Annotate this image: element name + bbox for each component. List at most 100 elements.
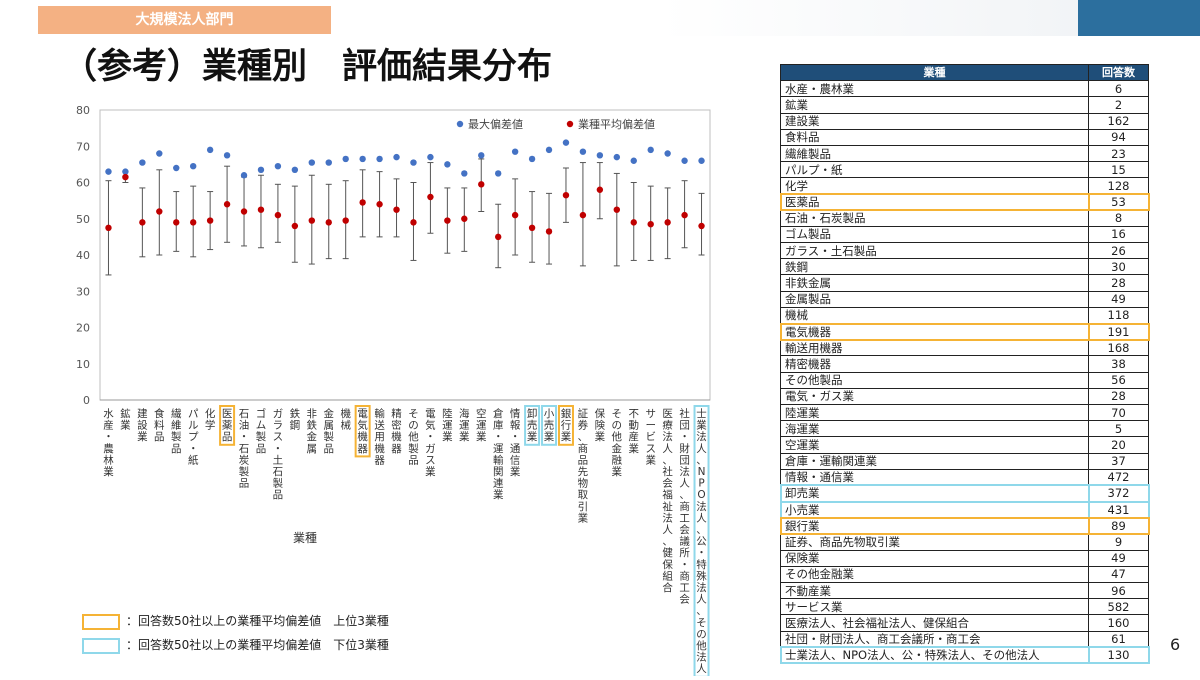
bottom3-highlight-box <box>524 405 541 446</box>
x-category-label: 銀行業 <box>561 407 572 443</box>
x-category-label: 鉄鋼 <box>290 407 301 432</box>
table-row: 陸運業 70 <box>780 403 1149 422</box>
table-row: 情報・通信業 472 <box>780 468 1149 486</box>
max-deviation-point <box>359 155 366 163</box>
table-row: その他金融業 47 <box>780 565 1149 584</box>
x-category-label: 石油・石炭製品 <box>239 408 250 490</box>
table-cell-industry: 鉄鋼 <box>780 258 1089 276</box>
response-count-table: 業種 回答数 水産・農林業 6 鉱業 2 建設業 162 食料品 94 繊維製品 23 パルプ・紙 1… <box>779 63 1150 665</box>
x-category-label: 保険業 <box>595 407 606 443</box>
avg-deviation-point <box>291 222 299 230</box>
table-row: 電気機器 191 <box>779 322 1150 341</box>
table-row: 士業法人、NPO法人、公・特殊法人、その他法人 130 <box>779 646 1150 665</box>
max-deviation-point <box>579 148 587 155</box>
max-deviation-point <box>291 166 299 174</box>
legend-note-bottom3-text: ：回答数50社以上の業種平均偏差値 下位3業種 <box>126 638 389 652</box>
table-row: 鉱業 2 <box>780 96 1149 114</box>
x-category-label: 空運業 <box>476 407 487 443</box>
max-deviation-point <box>545 146 553 154</box>
max-deviation-point <box>139 159 146 166</box>
table-row: 建設業 162 <box>780 112 1149 130</box>
table-row: 非鉄金属 28 <box>780 274 1149 292</box>
x-category-label: 小売業 <box>544 408 555 443</box>
max-deviation-point <box>494 170 502 177</box>
table-row: 小売業 431 <box>779 500 1150 519</box>
orange-box-swatch <box>82 613 120 630</box>
table-cell-industry: 輸送用機器 <box>780 339 1089 357</box>
table-cell-industry: 鉱業 <box>780 96 1089 114</box>
avg-deviation-point <box>444 217 451 224</box>
top3-highlight-box <box>557 405 574 446</box>
table-cell-count: 5 <box>1088 420 1149 438</box>
x-category-label: 証券、商品先物取引業 <box>578 407 589 524</box>
x-category-label: 医療法人、社会福祉法人、健保組合 <box>662 408 673 594</box>
plot-border <box>99 109 711 401</box>
avg-deviation-point <box>105 224 112 232</box>
max-deviation-point <box>240 172 248 179</box>
x-category-label: ガラス・土石製品 <box>273 408 284 501</box>
avg-deviation-point <box>122 173 129 181</box>
table-row: 鉄鋼 30 <box>780 258 1149 276</box>
table-row: サービス業 582 <box>780 598 1149 616</box>
table-row: 繊維製品 23 <box>780 144 1149 163</box>
y-tick-label: 60 <box>76 177 90 190</box>
avg-deviation-point <box>528 224 536 232</box>
table-row: ゴム製品 16 <box>780 225 1149 244</box>
bottom3-highlight-box <box>541 405 558 446</box>
table-cell-industry: ゴム製品 <box>780 225 1089 244</box>
avg-deviation-point <box>630 219 637 226</box>
table-row: 電気・ガス業 28 <box>780 387 1149 405</box>
table-row: 金属製品 49 <box>780 290 1149 308</box>
x-category-label: ゴム製品 <box>256 407 267 455</box>
avg-deviation-point <box>613 206 621 213</box>
table-cell-count: 49 <box>1088 290 1149 308</box>
x-category-label: 士業法人、 N P O 法人、公・特殊法人、その他法人 <box>696 407 707 675</box>
table-cell-industry: 倉庫・運輸関連業 <box>780 452 1089 470</box>
legend-note-top3: ：回答数50社以上の業種平均偏差値 上位3業種 <box>82 612 389 630</box>
table-cell-industry: 電気機器 <box>779 322 1090 341</box>
max-deviation-point <box>308 159 316 166</box>
max-deviation-point <box>630 157 637 164</box>
table-cell-industry: その他金融業 <box>780 565 1089 584</box>
avg-deviation-point <box>664 219 671 226</box>
table-cell-count: 2 <box>1088 96 1149 114</box>
y-tick-label: 50 <box>76 213 90 226</box>
x-category-label: 機械 <box>340 407 351 432</box>
page-title: （参考）業種別 評価結果分布 <box>62 47 553 87</box>
table-row: 食料品 94 <box>780 128 1149 146</box>
table-row: 輸送用機器 168 <box>780 339 1149 357</box>
legend-note-top3-text: ：回答数50社以上の業種平均偏差値 上位3業種 <box>126 614 389 628</box>
max-deviation-point <box>173 164 180 172</box>
x-category-label: 非鉄金属 <box>307 408 318 455</box>
table-cell-industry: 小売業 <box>779 500 1090 519</box>
avg-deviation-point <box>308 217 316 224</box>
legend-max-marker <box>456 120 464 128</box>
table-cell-count: 70 <box>1088 403 1149 422</box>
table-cell-count: 16 <box>1088 225 1149 244</box>
table-row: 機械 118 <box>780 306 1149 325</box>
table-cell-industry: 卸売業 <box>779 484 1090 503</box>
table-cell-count: 472 <box>1088 468 1149 486</box>
max-deviation-point <box>156 150 163 157</box>
x-category-label: 卸売業 <box>527 407 538 443</box>
max-deviation-point <box>562 139 570 146</box>
table-cell-industry: 情報・通信業 <box>780 468 1089 486</box>
max-deviation-point <box>325 159 332 166</box>
x-category-label: 海運業 <box>459 407 470 443</box>
x-category-label: 医薬品 <box>222 408 233 443</box>
max-deviation-point <box>427 153 434 161</box>
avg-deviation-point <box>325 219 332 226</box>
table-cell-count: 89 <box>1087 516 1150 535</box>
table-cell-industry: 保険業 <box>780 549 1089 567</box>
max-deviation-point <box>257 166 265 174</box>
y-tick-label: 40 <box>76 249 90 262</box>
table-cell-count: 6 <box>1088 80 1149 98</box>
blue-box-swatch <box>82 637 120 654</box>
x-category-label: 繊維製品 <box>171 407 182 455</box>
table-header-count: 回答数 <box>1088 63 1149 82</box>
table-row: 卸売業 372 <box>779 484 1150 503</box>
table-row: ガラス・土石製品 26 <box>780 242 1149 260</box>
max-deviation-point <box>393 153 400 161</box>
table-row: 精密機器 38 <box>780 355 1149 373</box>
table-cell-count: 20 <box>1088 436 1149 454</box>
